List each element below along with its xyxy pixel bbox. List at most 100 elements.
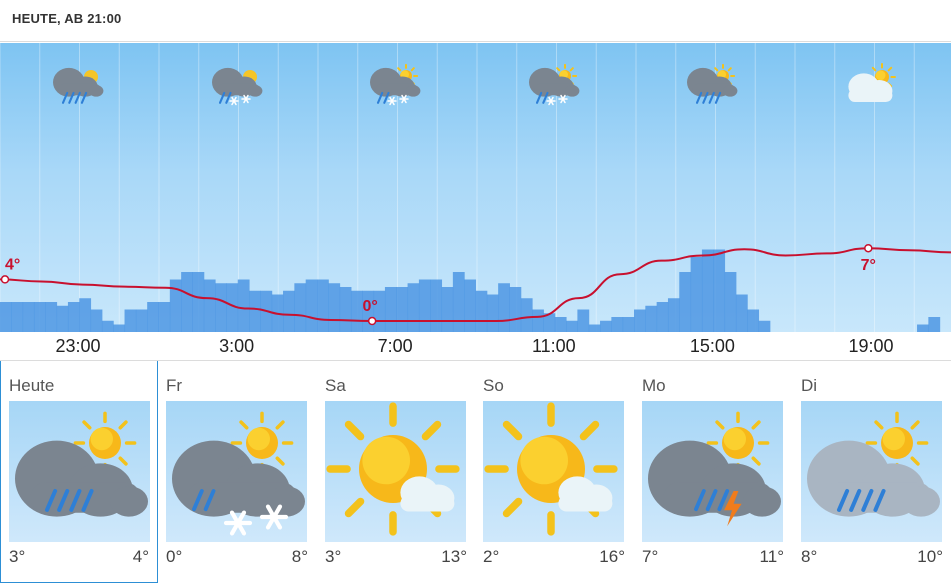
- day-max-temp: 11°: [759, 547, 784, 566]
- cloud-sun-rain-icon: [9, 401, 150, 542]
- cloud-sun-rain-icon: [801, 401, 942, 542]
- precipitation-bar: [113, 324, 126, 332]
- temperature-label: 4°: [5, 256, 20, 273]
- time-axis: 23:00 3:00 7:00 11:00 15:00 19:00: [0, 332, 951, 360]
- chart-canvas: 4° 0° 7°: [0, 43, 951, 332]
- precipitation-bar: [67, 302, 80, 332]
- day-name: So: [483, 376, 504, 395]
- precipitation-bar: [226, 283, 239, 332]
- precipitation-bar: [928, 317, 941, 332]
- precipitation-bar: [577, 309, 590, 332]
- precipitation-bar: [713, 249, 726, 332]
- precipitation-bar: [735, 294, 748, 332]
- day-name: Sa: [325, 376, 346, 395]
- day-min-temp: 0°: [166, 547, 183, 566]
- precipitation-bar: [396, 287, 409, 332]
- time-label: 11:00: [531, 336, 576, 356]
- precipitation-bar: [701, 249, 714, 332]
- temperature-label: 7°: [861, 257, 876, 274]
- cloud-moon-snow-icon: [208, 63, 268, 107]
- precipitation-bar: [532, 309, 544, 332]
- time-label: 3:00: [219, 336, 255, 356]
- cloud-sun-moon-rain-icon: [49, 63, 109, 107]
- precipitation-bar: [45, 302, 58, 332]
- temperature-marker: [0, 275, 10, 284]
- precipitation-bar: [22, 302, 35, 332]
- time-label: 23:00: [55, 336, 101, 356]
- time-label: 15:00: [689, 336, 735, 356]
- precipitation-bar: [294, 283, 307, 332]
- precipitation-bar: [543, 313, 556, 332]
- cloud-sun-rain-snow-icon: [166, 401, 307, 542]
- precipitation-bar: [317, 279, 329, 332]
- day-card-di[interactable]: Di 8° 10°: [793, 361, 951, 583]
- precipitation-bar: [520, 298, 533, 332]
- day-max-temp: 8°: [291, 547, 308, 566]
- precipitation-bar: [656, 302, 669, 332]
- cloud-sun-icon: [842, 63, 902, 107]
- day-name: Fr: [166, 376, 183, 395]
- time-label: 19:00: [848, 336, 894, 356]
- temperature-marker: [864, 243, 873, 253]
- day-name: Di: [801, 376, 818, 395]
- precipitation-bar: [690, 257, 703, 332]
- precipitation-bar: [135, 309, 148, 332]
- day-min-temp: 2°: [483, 547, 500, 566]
- time-label: 7:00: [377, 336, 413, 356]
- precipitation-bar: [475, 290, 488, 332]
- cloud-sun-rain-icon: [683, 63, 743, 107]
- precipitation-bar: [249, 290, 261, 332]
- day-name: Heute: [9, 376, 55, 395]
- day-max-temp: 10°: [917, 547, 943, 566]
- precipitation-bar: [124, 309, 137, 332]
- cloud-sun-snow-icon: [366, 63, 426, 107]
- precipitation-bar: [679, 272, 692, 332]
- precipitation-bar: [192, 272, 205, 332]
- day-card-heute[interactable]: Heute 3° 4°: [0, 361, 158, 583]
- precipitation-bar: [566, 320, 578, 332]
- precipitation-bar: [384, 287, 397, 332]
- precipitation-bar: [90, 309, 103, 332]
- day-card-fr[interactable]: Fr 0° 8°: [158, 361, 316, 583]
- hourly-forecast-chart[interactable]: 4° 0° 7°: [0, 43, 951, 332]
- precipitation-bar: [600, 320, 612, 332]
- precipitation-bar: [169, 279, 182, 332]
- day-min-temp: 3°: [9, 547, 26, 566]
- cloud-sun-snow-icon: [525, 63, 585, 107]
- precipitation-bar: [634, 309, 646, 332]
- cloud-sun-thunderstorm-icon: [642, 401, 783, 542]
- day-card-sa[interactable]: Sa 3° 13°: [317, 361, 475, 583]
- precipitation-bar: [11, 302, 24, 332]
- precipitation-bar: [203, 279, 216, 332]
- header-title: HEUTE, AB 21:00: [12, 11, 122, 26]
- precipitation-bar: [350, 290, 363, 332]
- day-min-temp: 7°: [642, 547, 659, 566]
- precipitation-bar: [498, 283, 510, 332]
- day-max-temp: 16°: [599, 547, 625, 566]
- precipitation-bar: [509, 287, 522, 332]
- precipitation-bar: [33, 302, 46, 332]
- precipitation-bar: [215, 283, 227, 332]
- precipitation-bar: [917, 324, 929, 332]
- precipitation-bar: [283, 290, 295, 332]
- precipitation-bar: [554, 317, 567, 332]
- day-card-so[interactable]: So 2° 16°: [475, 361, 633, 583]
- day-card-mo[interactable]: Mo 7° 11°: [634, 361, 792, 583]
- precipitation-bar: [147, 302, 159, 332]
- precipitation-bar: [407, 283, 420, 332]
- sun-cloud-icon: [325, 401, 466, 542]
- precipitation-bar: [588, 324, 601, 332]
- precipitation-bar: [0, 302, 12, 332]
- precipitation-bar: [56, 305, 69, 332]
- precipitation-bar: [667, 298, 680, 332]
- precipitation-bar: [464, 279, 476, 332]
- precipitation-bar: [101, 320, 114, 332]
- day-name: Mo: [642, 376, 666, 395]
- sun-cloud-icon: [483, 401, 624, 542]
- day-max-temp: 4°: [132, 547, 149, 566]
- precipitation-bar: [452, 272, 465, 332]
- precipitation-bar: [305, 279, 318, 332]
- precipitation-bar: [418, 279, 431, 332]
- precipitation-bar: [79, 298, 92, 332]
- precipitation-bar: [622, 317, 635, 332]
